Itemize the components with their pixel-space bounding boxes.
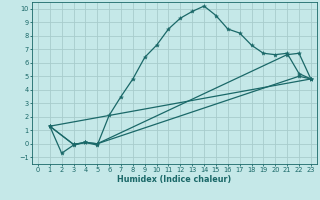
X-axis label: Humidex (Indice chaleur): Humidex (Indice chaleur) [117, 175, 232, 184]
